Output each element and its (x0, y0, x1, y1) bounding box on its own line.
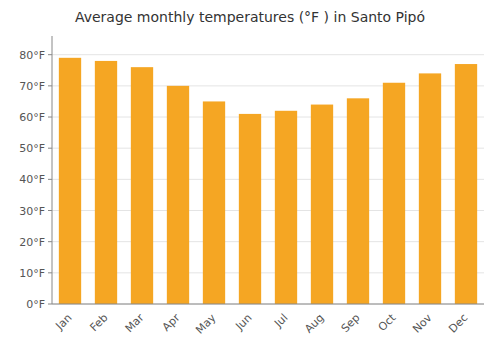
grid-line (52, 54, 484, 55)
x-tick-label: Nov (410, 311, 435, 336)
y-tick (48, 210, 52, 211)
y-tick (48, 148, 52, 149)
x-tick-label: Apr (160, 311, 183, 334)
bar (311, 105, 333, 304)
bar (131, 67, 153, 304)
y-axis-line (52, 36, 53, 304)
bar (347, 98, 369, 304)
y-tick (48, 241, 52, 242)
y-tick-label: 60°F (19, 111, 45, 124)
x-tick-label: Dec (446, 311, 470, 335)
y-tick-label: 0°F (26, 298, 45, 311)
chart-container: Average monthly temperatures (°F ) in Sa… (0, 0, 500, 350)
y-tick-label: 20°F (19, 236, 45, 249)
y-tick (48, 117, 52, 118)
y-grid (52, 55, 484, 304)
bar (167, 86, 189, 304)
y-tick (48, 85, 52, 86)
bar (275, 111, 297, 304)
title: Average monthly temperatures (°F ) in Sa… (75, 9, 425, 25)
x-tick-label: Jan (53, 311, 75, 333)
grid-line (52, 304, 484, 305)
y-tick-label: 80°F (19, 49, 45, 62)
x-axis-line (52, 304, 484, 305)
x-tick-label: May (193, 311, 219, 337)
bar (95, 61, 117, 304)
bar (419, 73, 441, 304)
y-tick-label: 40°F (19, 173, 45, 186)
x-tick-label: Oct (376, 311, 399, 334)
x-tick-label: Mar (123, 311, 147, 335)
bar (383, 83, 405, 304)
x-tick-label: Jul (271, 311, 290, 330)
bar (59, 58, 81, 304)
y-tick (48, 179, 52, 180)
y-tick (48, 54, 52, 55)
x-tick-label: Feb (87, 311, 110, 334)
bars (59, 58, 477, 304)
y-tick-labels: 0°F 10°F 20°F 30°F 40°F 50°F 60°F 70°F 80°F (19, 49, 52, 311)
y-tick-label: 70°F (19, 80, 45, 93)
chart-svg: Average monthly temperatures (°F ) in Sa… (0, 0, 500, 350)
x-tick-label: Aug (302, 311, 326, 335)
x-tick-label: Sep (339, 311, 363, 335)
bar (455, 64, 477, 304)
x-tick-labels: Jan Feb Mar Apr May Jun Jul Aug Sep Oct Nov Dec (53, 311, 471, 337)
y-tick-label: 50°F (19, 142, 45, 155)
y-tick (48, 272, 52, 273)
x-tick-label: Jun (232, 311, 254, 333)
bar (203, 101, 225, 304)
bar (239, 114, 261, 304)
y-tick-label: 10°F (19, 267, 45, 280)
y-tick (48, 304, 52, 305)
y-tick-label: 30°F (19, 205, 45, 218)
